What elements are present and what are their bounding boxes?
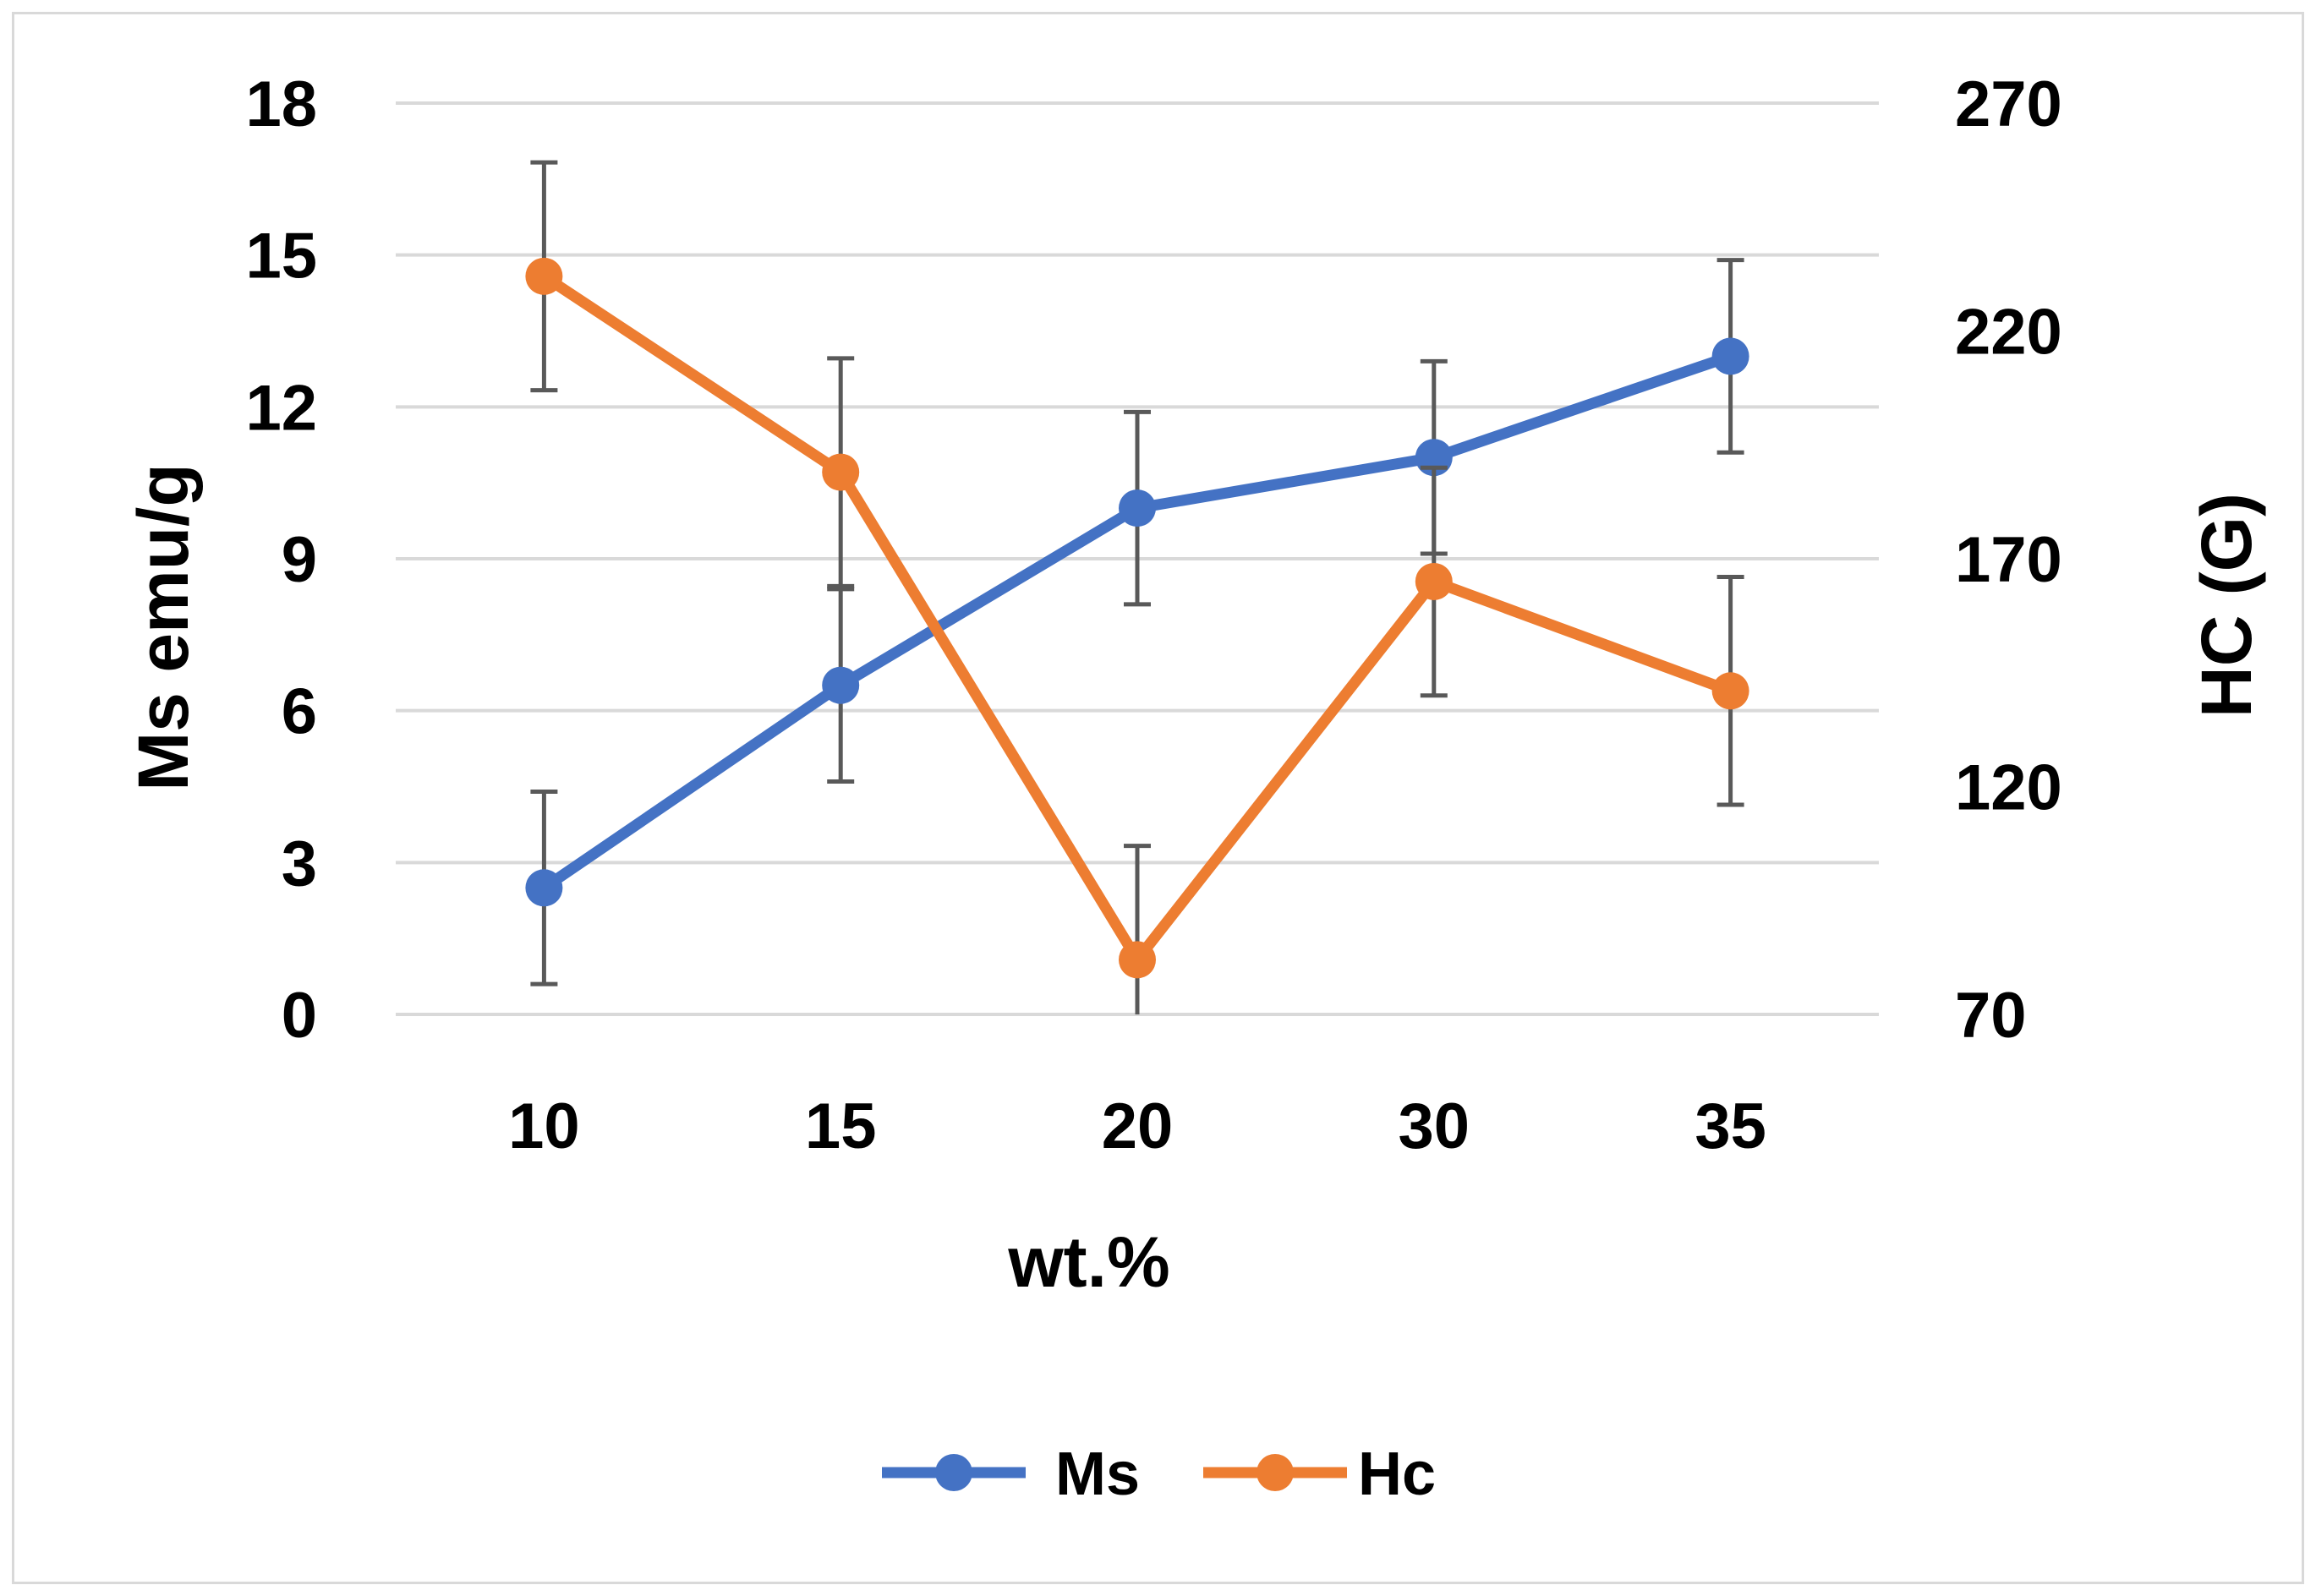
y-tick-label: 12 bbox=[245, 372, 317, 444]
x-tick-label: 10 bbox=[508, 1090, 580, 1162]
y2-axis-title: HC (G) bbox=[2187, 493, 2266, 718]
legend-item-ms: Ms bbox=[882, 1440, 1140, 1508]
y2-tick-label: 120 bbox=[1955, 752, 2062, 824]
ms-point bbox=[1711, 337, 1749, 375]
legend-ms-marker bbox=[935, 1454, 972, 1491]
y2-tick-label: 70 bbox=[1955, 980, 2027, 1052]
y2-tick-label: 270 bbox=[1955, 68, 2062, 140]
x-tick-label: 30 bbox=[1399, 1090, 1470, 1162]
hc-point bbox=[822, 453, 860, 491]
ms-point bbox=[822, 666, 860, 704]
hc-point bbox=[1119, 941, 1156, 979]
y-tick-label: 15 bbox=[245, 221, 317, 292]
legend-item-hc: Hc bbox=[1203, 1440, 1436, 1508]
chart-frame bbox=[12, 12, 2304, 1584]
hc-point bbox=[525, 257, 563, 295]
x-axis-ticks: 10 15 20 30 35 bbox=[508, 1090, 1766, 1162]
y-tick-label: 9 bbox=[282, 524, 317, 596]
legend-hc-marker bbox=[1257, 1454, 1294, 1491]
y2-tick-label: 220 bbox=[1955, 297, 2062, 369]
y-axis-title: Ms emu/g bbox=[123, 463, 203, 790]
ms-point bbox=[525, 869, 563, 907]
hc-error-bar bbox=[1124, 844, 1151, 1014]
series-hc bbox=[525, 160, 1749, 1014]
x-tick-label: 35 bbox=[1695, 1090, 1766, 1162]
gridlines bbox=[396, 101, 1879, 1016]
y-tick-label: 3 bbox=[282, 828, 317, 899]
right-axis-ticks: 70 120 170 220 270 bbox=[1955, 68, 2062, 1052]
ms-point bbox=[1119, 489, 1156, 527]
hc-point bbox=[1711, 672, 1749, 710]
legend: Ms Hc bbox=[882, 1440, 1436, 1508]
series-layer bbox=[525, 160, 1749, 1014]
x-tick-label: 20 bbox=[1102, 1090, 1174, 1162]
y-tick-label: 18 bbox=[245, 68, 317, 140]
x-axis-title: wt.% bbox=[1007, 1222, 1169, 1302]
y-tick-label: 6 bbox=[282, 676, 317, 748]
left-axis-ticks: 0 3 6 9 12 15 18 bbox=[245, 68, 317, 1052]
y2-tick-label: 170 bbox=[1955, 524, 2062, 596]
x-tick-label: 15 bbox=[805, 1090, 877, 1162]
series-ms bbox=[525, 258, 1749, 987]
y-tick-label: 0 bbox=[282, 980, 317, 1052]
legend-ms-label: Ms bbox=[1055, 1440, 1140, 1508]
hc-point bbox=[1415, 562, 1453, 600]
legend-hc-label: Hc bbox=[1358, 1440, 1436, 1508]
